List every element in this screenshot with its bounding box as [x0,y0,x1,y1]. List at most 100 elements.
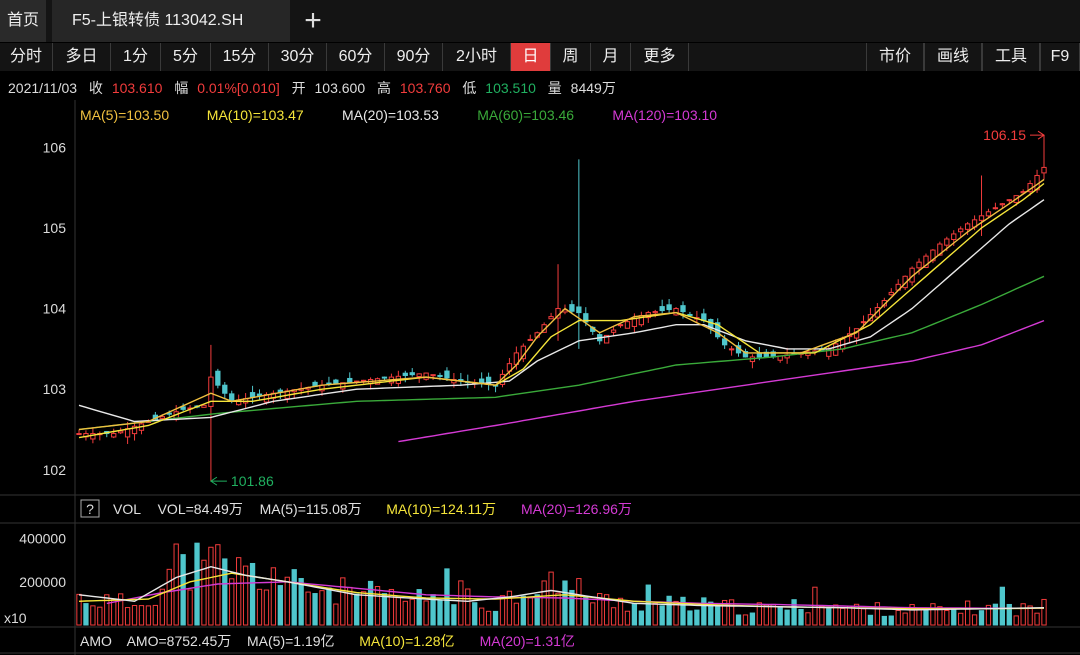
period-12[interactable]: 更多 [631,43,689,71]
candle-body [1006,199,1012,202]
volume-bar [444,568,450,626]
volume-bar [645,584,651,626]
volume-bar [673,600,679,626]
candle-body [583,313,589,323]
volume-bar [763,604,769,626]
volume-ma20-line [106,581,1044,609]
candle-body [381,376,388,379]
add-tab-icon[interactable]: + [304,4,322,37]
period-2[interactable]: 1分 [111,43,161,71]
period-5[interactable]: 30分 [269,43,327,71]
volume-tick-label: 400000 [19,531,66,547]
volume-bar [242,565,249,626]
period-6[interactable]: 60分 [327,43,385,71]
tab-home[interactable]: 首页 [0,0,46,42]
vol-legend-2: MA(5)=115.08万 [260,501,362,517]
candle-body [860,321,867,324]
candle-body [964,223,971,230]
period-3[interactable]: 5分 [161,43,211,71]
ma120-line [398,319,1045,443]
candle-body [666,304,672,311]
ma20-line [78,199,1045,423]
volume-bar [340,577,346,626]
candle-body [347,377,353,383]
volume-bar [583,597,589,626]
volume-bar [124,607,131,626]
price-ma-legend-0: MA(5)=103.50 [80,107,169,123]
period-toolbar: 分时 多日 1分 5分 15分 30分 60分 90分 2小时日周月更多 市价 画线 工具 F9 [0,43,1080,71]
period-11[interactable]: 月 [591,43,631,71]
quote-date: 2021/11/03 [8,80,78,96]
low-label: 低 [462,80,477,96]
volume-bar [985,604,992,626]
period-10[interactable]: 周 [551,43,591,71]
volume-bar [527,597,533,626]
tool-0[interactable]: 市价 [866,43,924,71]
candle-body [951,233,957,241]
volume-bar [76,593,82,626]
candle-body [916,261,922,269]
candle-body [430,374,436,377]
candle-body [610,329,617,333]
candle-body [340,382,346,390]
volume-bar [159,588,165,626]
candle-body [888,291,894,296]
price-ma-legend-3: MA(60)=103.46 [477,107,574,123]
volume-bar [277,585,283,626]
volume-unit-label: x10 [4,610,27,626]
volume-bar [770,603,776,626]
close-value: 103.610 [111,80,163,96]
volume-bar [708,601,714,626]
volume-bar [479,607,485,626]
volume-bar [909,604,915,626]
volume-bar [1006,603,1012,626]
volume-bar [784,609,790,626]
volume-bar [513,602,520,626]
volume-bar [992,603,999,626]
volume-bar [208,546,214,626]
tool-1[interactable]: 画线 [924,43,982,71]
candle-body [937,243,943,256]
volume-bar [97,606,103,626]
kline-chart[interactable]: MA(5)=103.50 MA(10)=103.47 MA(20)=103.53 MA… [0,100,1080,655]
volume-bar [610,607,617,626]
candle-body [742,350,749,358]
volume-bar [617,597,624,626]
volume-bar [333,603,339,626]
volume-bar [1034,612,1040,626]
candle-body [333,379,339,385]
period-9[interactable]: 日 [511,43,551,71]
price-ma-legend-2: MA(20)=103.53 [342,107,439,123]
volume-bar [846,605,853,626]
volume-bar [569,589,575,626]
volume-bar [791,599,797,626]
help-icon-label: ? [86,501,94,517]
volume-bar [263,589,270,626]
amo-legend-1: AMO=8752.45万 [127,633,232,649]
candle-body [992,207,999,210]
candle-body [652,311,658,314]
volume-label: 量 [547,80,562,96]
candle-body [576,306,582,314]
volume-value: 8449万 [570,80,616,96]
volume-bar [173,543,179,626]
volume-bar [166,568,172,626]
tab-bond-quote[interactable]: F5-上银转债 113042.SH [52,0,290,42]
volume-bar [666,595,672,626]
high-value: 103.760 [399,80,451,96]
period-8[interactable]: 2小时 [443,43,511,71]
period-0[interactable]: 分时 [0,43,53,71]
tool-2[interactable]: 工具 [982,43,1040,71]
volume-bar [916,608,922,626]
volume-bar [541,580,547,626]
tool-3[interactable]: F9 [1040,43,1080,71]
candle-body [721,338,728,346]
volume-bar [1013,615,1019,626]
period-1[interactable]: 多日 [53,43,111,71]
volume-bar [485,610,492,626]
volume-bar [888,615,894,626]
volume-bar [728,599,735,626]
period-4[interactable]: 15分 [211,43,269,71]
period-7[interactable]: 90分 [385,43,443,71]
volume-bar [354,593,360,626]
